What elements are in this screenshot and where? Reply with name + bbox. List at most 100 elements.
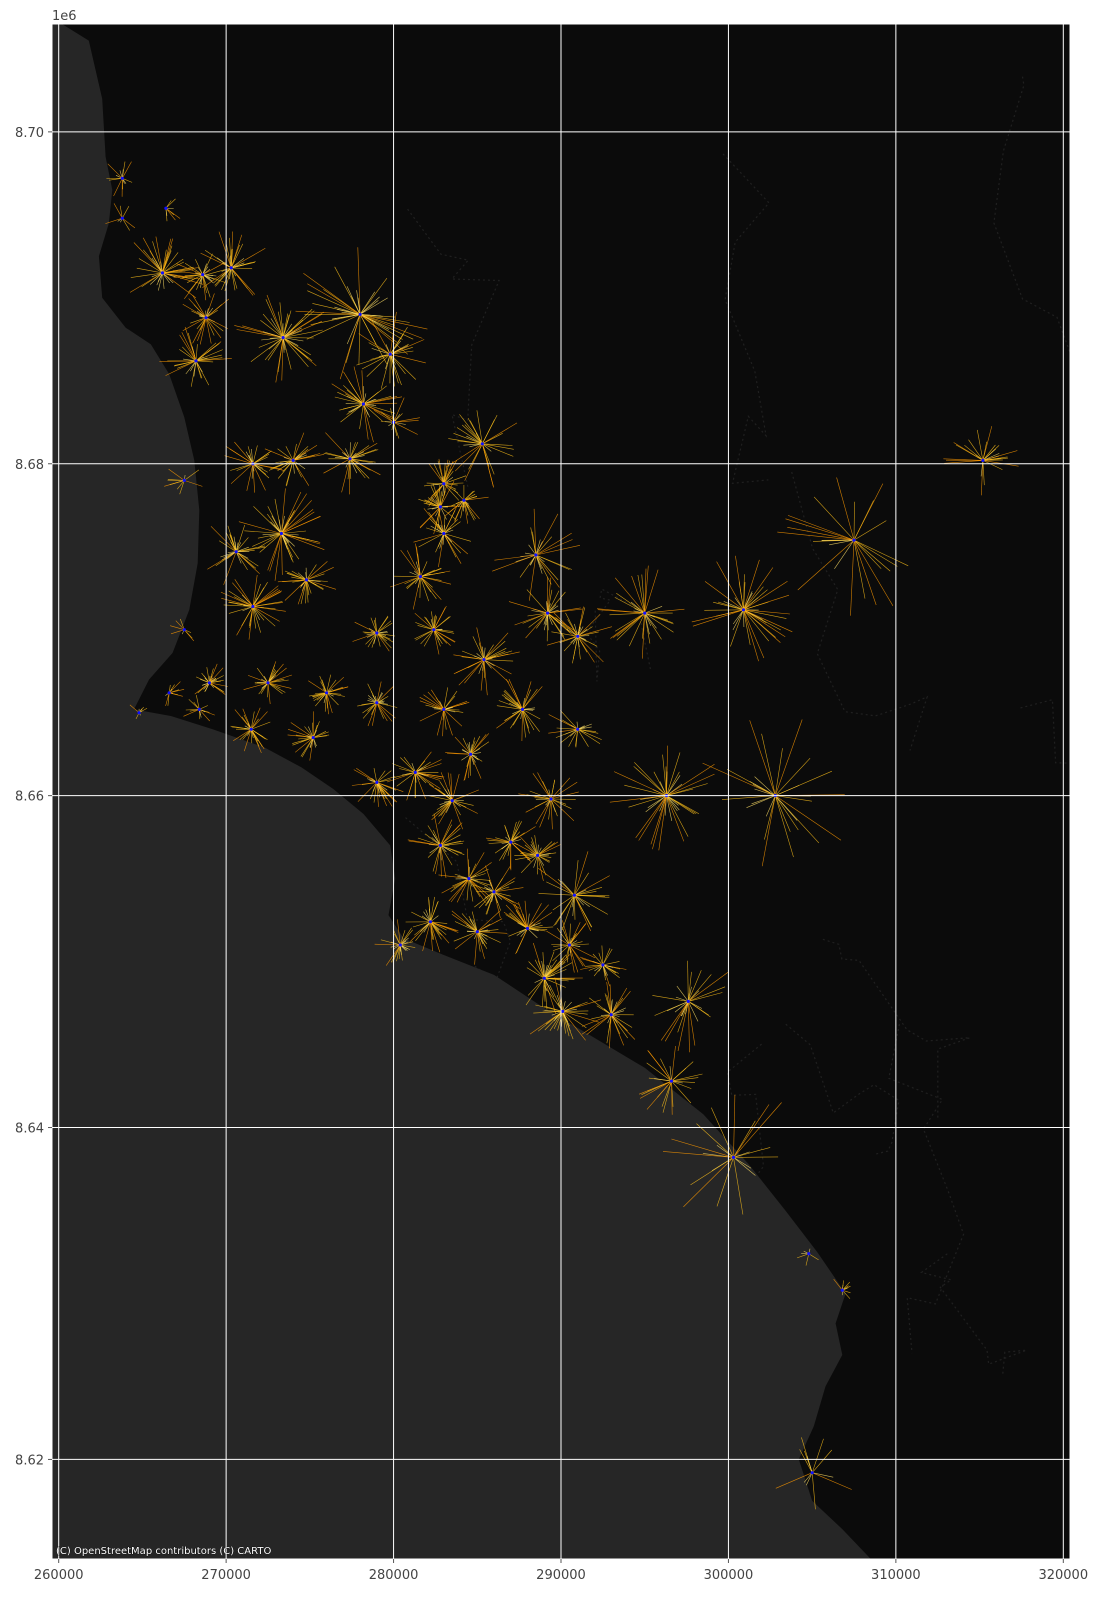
flow-line (281, 516, 321, 534)
flow-line (149, 250, 163, 274)
flow-line (133, 242, 163, 274)
flow-line (419, 700, 444, 710)
flow-line (538, 893, 575, 896)
flow-line (428, 795, 453, 801)
flow-line (447, 753, 471, 755)
flow-line (359, 314, 377, 323)
flow-line (258, 337, 284, 348)
flow-line (811, 1472, 816, 1510)
flow-line (483, 659, 492, 669)
flow-line (644, 565, 649, 614)
flow-line (430, 901, 439, 922)
flow-line (572, 636, 578, 664)
flow-line (130, 272, 163, 278)
flow-line (550, 781, 578, 800)
flow-line (190, 360, 197, 372)
flow-line (464, 754, 471, 781)
flow-line (521, 709, 523, 742)
zone-centroid (840, 1288, 844, 1292)
flow-line (430, 485, 441, 508)
flow-line (236, 551, 257, 569)
flow-line (547, 591, 566, 614)
flow-line (562, 1008, 577, 1012)
flow-line (589, 997, 612, 1015)
flow-line (281, 510, 296, 534)
flow-line (423, 629, 435, 647)
y-tick-label: 8.64 (15, 1122, 44, 1137)
flow-line (349, 442, 356, 459)
zone-centroid (442, 531, 446, 536)
flow-line (419, 506, 441, 529)
flow-line (944, 460, 983, 464)
flow-line (754, 776, 776, 796)
flow-line (412, 576, 421, 610)
flow-line (306, 579, 312, 594)
flow-line (483, 644, 494, 660)
flow-line (853, 501, 855, 541)
flow-line (577, 729, 602, 740)
flow-line (440, 845, 465, 855)
flow-line (412, 921, 431, 928)
flow-line (359, 278, 388, 315)
flow-line (235, 551, 242, 564)
flow-line (277, 579, 307, 583)
flow-line (688, 1001, 699, 1022)
flow-line (453, 489, 465, 501)
flow-line (363, 402, 398, 405)
flow-line (474, 891, 495, 908)
flow-line (149, 272, 163, 285)
flow-line (467, 743, 471, 755)
flow-line (376, 782, 388, 791)
centroid-points-layer (120, 176, 985, 1475)
flow-line (574, 891, 597, 896)
zone-centroid (534, 553, 538, 557)
flow-line (443, 533, 462, 564)
flow-line (159, 360, 197, 362)
flow-line (440, 845, 442, 861)
flow-line (785, 518, 855, 541)
flow-line (307, 283, 361, 315)
flow-line (652, 795, 667, 850)
map-attribution: (C) OpenStreetMap contributors (C) CARTO (56, 1546, 271, 1557)
flow-line (588, 964, 604, 971)
flow-line (552, 894, 575, 911)
flow-line (426, 482, 444, 484)
flow-line (574, 894, 584, 906)
flow-line (562, 1010, 589, 1012)
flow-line (323, 452, 351, 460)
flow-line (688, 971, 692, 1002)
flow-line (430, 921, 443, 936)
flow-line (510, 826, 536, 843)
flow-line (425, 909, 431, 922)
flow-line (341, 311, 361, 315)
zone-centroid (164, 206, 168, 210)
flow-line (399, 768, 416, 773)
flow-line (483, 640, 506, 660)
flow-line (522, 688, 538, 710)
flow-line (228, 606, 253, 614)
flow-line (483, 659, 488, 696)
flow-line (471, 911, 478, 932)
flow-line (743, 586, 764, 610)
flow-line (428, 463, 445, 484)
flow-line (182, 346, 197, 362)
flow-line (537, 855, 545, 866)
flow-line (574, 895, 591, 932)
flow-line (348, 380, 364, 405)
flow-line (393, 772, 416, 778)
flow-line (505, 914, 528, 929)
flow-line (197, 311, 207, 318)
flow-line (666, 771, 680, 796)
flow-line (252, 591, 282, 607)
flow-line (647, 795, 667, 808)
flow-line (666, 795, 689, 837)
flow-line (290, 722, 314, 738)
flow-line (535, 554, 559, 581)
flow-line (400, 930, 406, 946)
flow-line (508, 678, 523, 710)
flow-line (315, 692, 327, 707)
flow-line (415, 543, 421, 577)
flow-line (477, 931, 501, 943)
zone-centroid (375, 780, 379, 785)
zone-centroid (418, 575, 422, 579)
